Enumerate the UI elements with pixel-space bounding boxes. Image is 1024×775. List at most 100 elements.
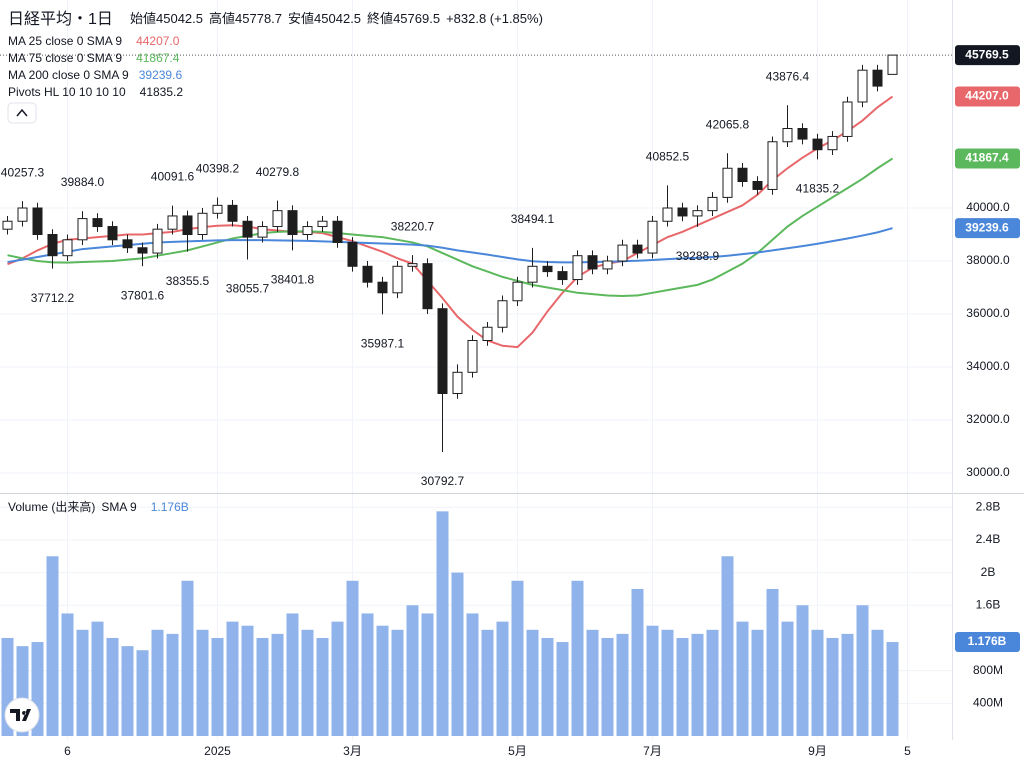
volume-bar — [61, 613, 74, 736]
volume-bar — [691, 633, 704, 736]
pivot-label: 38220.7 — [391, 219, 435, 233]
legend-row: MA 25 close 0 SMA 9 44207.0 — [8, 34, 180, 48]
candle-body — [842, 101, 853, 137]
collapse-button[interactable] — [7, 102, 37, 124]
chart-title: 日経平均・1日 — [8, 10, 113, 28]
close-value: 45769.5 — [393, 11, 440, 26]
volume-bar — [286, 613, 299, 736]
chevron-icon[interactable] — [16, 108, 28, 117]
candle-body — [617, 244, 628, 262]
volume-bar — [466, 613, 479, 736]
volume-bar — [76, 629, 89, 736]
candle-body — [647, 220, 658, 254]
candle-body — [722, 167, 733, 198]
x-tick-label: 5月 — [508, 744, 527, 758]
ma-price-tag: 41867.4 — [965, 151, 1009, 165]
candle-body — [272, 210, 283, 228]
volume-bar — [631, 588, 644, 736]
candle-body — [392, 265, 403, 294]
candle-body — [227, 204, 238, 222]
pivot-label: 40257.3 — [1, 165, 45, 179]
candle-body — [62, 239, 73, 257]
volume-legend: Volume (出来高) SMA 9 1.176B — [8, 499, 189, 514]
candle-body — [122, 239, 133, 249]
volume-bar — [331, 621, 344, 736]
pivot-label: 40852.5 — [646, 150, 690, 164]
candle-body — [377, 281, 388, 294]
pivot-label: 41835.2 — [796, 182, 840, 196]
volume-bar — [361, 613, 374, 736]
button-frame[interactable] — [7, 102, 37, 124]
candle-body — [512, 281, 523, 302]
candle-body — [287, 210, 298, 235]
volume-bar — [496, 621, 509, 736]
y-tick-label: 30000.0 — [966, 465, 1010, 479]
legend-value: 39239.6 — [139, 68, 183, 82]
candle-body — [827, 135, 838, 151]
volume-bar — [421, 613, 434, 736]
candle-body — [32, 207, 43, 235]
volume-bar — [211, 637, 224, 736]
pivot-label: 35987.1 — [361, 337, 405, 351]
pivot-label: 39288.9 — [676, 249, 720, 263]
volume-bar — [226, 621, 239, 736]
volume-bar — [721, 556, 734, 736]
candle-body — [347, 241, 358, 267]
pivot-label: 37712.2 — [31, 291, 75, 305]
volume-bar — [181, 580, 194, 736]
legend-value: 41867.4 — [136, 51, 180, 65]
volume-bar — [301, 629, 314, 736]
candle-body — [47, 233, 58, 257]
change: +832.8 (+1.85%) — [446, 11, 543, 26]
ma-line — [7, 157, 894, 297]
candle-body — [17, 207, 28, 222]
x-tick-label: 7月 — [643, 744, 662, 758]
pivot-label: 38494.1 — [511, 212, 555, 226]
volume-bar — [196, 629, 209, 736]
last-price-tag-bg — [955, 45, 1020, 66]
volume-bar — [556, 642, 569, 736]
candle-body — [737, 167, 748, 182]
volume-bar — [541, 637, 554, 736]
volume-bar — [811, 629, 824, 736]
volume-bar — [121, 646, 134, 736]
logo — [4, 697, 40, 733]
volume-tick-label: 400M — [973, 695, 1003, 709]
volume-tick-label: 2.8B — [976, 499, 1001, 513]
volume-bar — [676, 637, 689, 736]
volume-bar — [151, 629, 164, 736]
y-tick-label: 34000.0 — [966, 359, 1010, 373]
candle-body — [332, 220, 343, 243]
volume-bar — [346, 580, 359, 736]
volume-tick-label: 1.6B — [976, 597, 1001, 611]
last-price-tag: 45769.5 — [965, 47, 1009, 61]
volume-sma: SMA 9 — [101, 500, 137, 514]
candle-body — [767, 141, 778, 190]
volume-tick-label: 2.4B — [976, 532, 1001, 546]
volume-bar — [646, 625, 659, 736]
candle-body — [257, 226, 268, 238]
candle-body — [782, 127, 793, 143]
volume-tick-label: 800M — [973, 663, 1003, 677]
candle-body — [407, 263, 418, 267]
pivot-label: 40398.2 — [196, 162, 240, 176]
y-tick-label: 32000.0 — [966, 412, 1010, 426]
volume-bar — [91, 621, 104, 736]
volume-bar — [526, 629, 539, 736]
volume-bar — [766, 588, 779, 736]
volume-bar — [856, 605, 869, 736]
candle-body — [167, 215, 178, 230]
volume-bar — [886, 642, 899, 736]
volume-bar — [781, 621, 794, 736]
y-tick-label: 38000.0 — [966, 253, 1010, 267]
candle-body — [662, 207, 673, 222]
low-value: 45042.5 — [314, 11, 361, 26]
candle-body — [692, 210, 703, 217]
candle-body — [152, 228, 163, 254]
y-tick-label: 40000.0 — [966, 200, 1010, 214]
volume-bar — [826, 637, 839, 736]
candle-body — [527, 265, 538, 283]
volume-bar — [511, 580, 524, 736]
y-tick-label: 36000.0 — [966, 306, 1010, 320]
x-tick-label: 6 — [64, 744, 71, 758]
